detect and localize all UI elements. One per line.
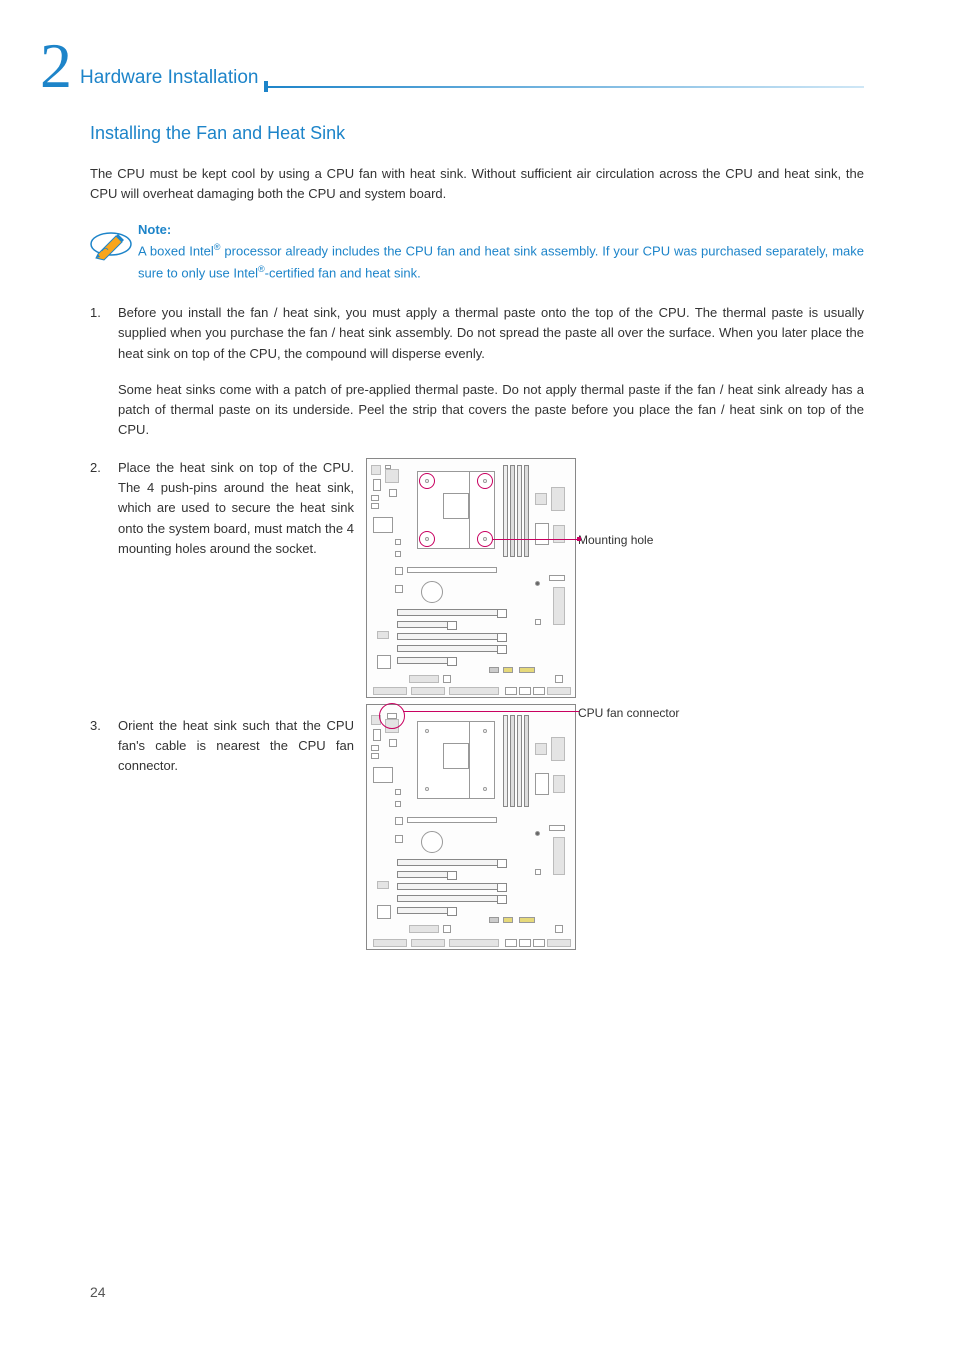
step-body: Place the heat sink on top of the CPU. T… xyxy=(118,458,354,559)
callout-cpu-fan-label: CPU fan connector xyxy=(578,706,679,720)
diagram-mounting-hole: Mounting hole xyxy=(366,458,864,698)
intro-paragraph: The CPU must be kept cool by using a CPU… xyxy=(90,164,864,204)
step-1-para-a: Before you install the fan / heat sink, … xyxy=(118,303,864,363)
motherboard-diagram xyxy=(366,458,576,698)
steps-list: 1. Before you install the fan / heat sin… xyxy=(90,303,864,950)
note-pencil-icon xyxy=(90,224,132,264)
callout-cpu-fan: CPU fan connector xyxy=(578,704,864,723)
step-body: Orient the heat sink such that the CPU f… xyxy=(118,716,354,776)
chapter-title: Hardware Installation xyxy=(80,63,258,92)
step-3: 3. Orient the heat sink such that the CP… xyxy=(90,716,864,950)
step-number: 1. xyxy=(90,303,118,323)
registered-mark: ® xyxy=(258,264,265,274)
note-content: Note: A boxed Intel® processor already i… xyxy=(138,220,864,283)
section-title: Installing the Fan and Heat Sink xyxy=(90,120,864,148)
registered-mark: ® xyxy=(214,242,221,252)
note-label: Note: xyxy=(138,222,171,237)
step-1: 1. Before you install the fan / heat sin… xyxy=(90,303,864,440)
step-2: 2. Place the heat sink on top of the CPU… xyxy=(90,458,864,698)
callout-mounting-hole: Mounting hole xyxy=(578,531,864,550)
motherboard-diagram xyxy=(366,704,576,950)
step-body: Before you install the fan / heat sink, … xyxy=(118,303,864,440)
note-text-2: processor already includes the CPU fan a… xyxy=(138,244,864,280)
chapter-number: 2 xyxy=(40,34,72,98)
note-text-3: -certified fan and heat sink. xyxy=(265,265,421,280)
note-box: Note: A boxed Intel® processor already i… xyxy=(90,220,864,283)
diagram-cpu-fan-connector: CPU fan connector xyxy=(366,704,864,950)
page-number: 24 xyxy=(90,1282,106,1304)
note-text-1: A boxed Intel xyxy=(138,244,214,259)
step-number: 3. xyxy=(90,716,118,736)
chapter-header: 2 Hardware Installation xyxy=(90,34,864,98)
step-1-para-b: Some heat sinks come with a patch of pre… xyxy=(118,380,864,440)
step-number: 2. xyxy=(90,458,118,478)
